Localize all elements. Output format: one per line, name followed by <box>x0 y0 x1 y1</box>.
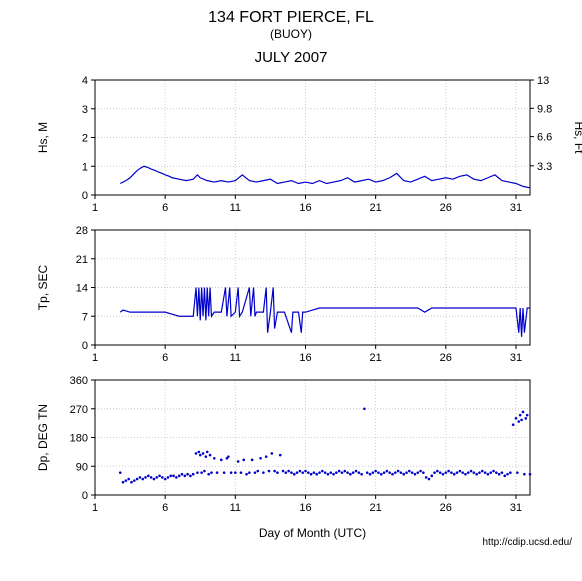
svg-text:26: 26 <box>440 502 452 514</box>
svg-text:26: 26 <box>440 202 452 214</box>
series-tp <box>120 288 530 337</box>
svg-text:21: 21 <box>370 352 382 364</box>
svg-text:1: 1 <box>92 502 98 514</box>
svg-text:6.6: 6.6 <box>537 132 552 144</box>
ylabel-right-hs: Hs, Ft <box>572 122 582 155</box>
chart-subtitle: (BUOY) <box>270 27 312 41</box>
svg-text:3: 3 <box>82 104 88 116</box>
svg-text:21: 21 <box>76 254 88 266</box>
svg-text:2: 2 <box>82 133 88 145</box>
svg-text:0: 0 <box>82 190 88 202</box>
svg-text:180: 180 <box>70 433 88 445</box>
svg-text:28: 28 <box>76 225 88 237</box>
ylabel-hs: Hs, M <box>36 122 50 153</box>
svg-text:90: 90 <box>76 461 88 473</box>
svg-text:0: 0 <box>82 490 88 502</box>
svg-text:270: 270 <box>70 404 88 416</box>
svg-text:360: 360 <box>70 375 88 387</box>
svg-text:11: 11 <box>230 202 241 214</box>
svg-text:6: 6 <box>162 502 168 514</box>
svg-text:21: 21 <box>370 502 382 514</box>
svg-text:16: 16 <box>299 352 311 364</box>
ylabel-tp: Tp, SEC <box>36 265 50 311</box>
chart-title: 134 FORT PIERCE, FL <box>208 9 374 26</box>
ylabel-dp: Dp, DEG TN <box>36 404 50 471</box>
svg-text:21: 21 <box>370 202 382 214</box>
svg-text:31: 31 <box>510 352 522 364</box>
svg-text:4: 4 <box>82 75 88 87</box>
svg-text:31: 31 <box>510 502 522 514</box>
svg-text:1: 1 <box>92 202 98 214</box>
svg-text:14: 14 <box>76 283 88 295</box>
svg-text:26: 26 <box>440 352 452 364</box>
chart-svg: 134 FORT PIERCE, FL(BUOY)JULY 2007012343… <box>0 0 582 581</box>
svg-text:1: 1 <box>82 161 88 173</box>
svg-text:11: 11 <box>230 502 241 514</box>
svg-text:1: 1 <box>92 352 98 364</box>
xlabel: Day of Month (UTC) <box>259 526 366 540</box>
svg-text:11: 11 <box>230 352 241 364</box>
svg-text:9.8: 9.8 <box>537 103 552 115</box>
footer-url: http://cdip.ucsd.edu/ <box>482 537 572 548</box>
svg-text:16: 16 <box>299 202 311 214</box>
svg-text:6: 6 <box>162 352 168 364</box>
svg-text:6: 6 <box>162 202 168 214</box>
chart-container: { "header": { "title": "134 FORT PIERCE,… <box>0 0 582 581</box>
svg-text:31: 31 <box>510 202 522 214</box>
chart-month: JULY 2007 <box>255 49 328 66</box>
svg-text:0: 0 <box>82 340 88 352</box>
svg-text:16: 16 <box>299 502 311 514</box>
svg-text:7: 7 <box>82 311 88 323</box>
svg-text:13: 13 <box>537 75 549 87</box>
series-dp <box>119 407 531 483</box>
svg-text:3.3: 3.3 <box>537 161 552 173</box>
series-hs <box>120 166 530 188</box>
